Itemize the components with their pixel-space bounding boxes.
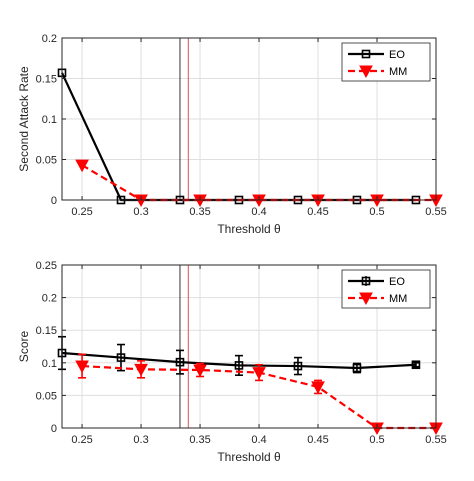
- legend-label: EO: [389, 276, 405, 288]
- x-tick-label: 0.5: [369, 434, 384, 446]
- data-point: [75, 360, 89, 374]
- legend-marker: [359, 65, 373, 79]
- y-tick-label: 0.05: [36, 155, 57, 167]
- data-point: [134, 363, 148, 377]
- data-point: [352, 363, 362, 373]
- legend-entry-eo: EO: [348, 49, 405, 61]
- data-point: [311, 381, 325, 394]
- legend-box: [341, 42, 431, 82]
- y-tick-label: 0.15: [36, 74, 57, 86]
- y-axis-label: Score: [17, 331, 31, 363]
- x-tick-label: 0.4: [251, 206, 266, 218]
- y-tick-label: 0.15: [36, 325, 57, 337]
- data-point: [252, 367, 266, 380]
- legend: EO MM: [341, 42, 431, 82]
- chart-panel-2: 0.25 0.3 0.35 0.4 0.45 0.5 0.55 0 0.05 0.1 0.15 0.2…: [17, 260, 447, 464]
- x-tick-label: 0.5: [369, 206, 384, 218]
- error-bar: [411, 361, 420, 368]
- legend-entry-mm: MM: [348, 292, 407, 306]
- x-tick-label: 0.35: [189, 206, 210, 218]
- data-point: [411, 360, 421, 370]
- axes-box: [61, 264, 437, 429]
- error-bar: [175, 349, 184, 375]
- legend-marker: [361, 276, 371, 286]
- y-tick-label: 0: [51, 195, 57, 207]
- y-tick-label: 0.2: [42, 33, 57, 45]
- y-axis-label: Second Attack Rate: [17, 66, 31, 172]
- x-axis-label: Threshold θ: [217, 450, 281, 464]
- x-tick-label: 0.35: [189, 434, 210, 446]
- data-point: [234, 361, 244, 370]
- x-tick-label: 0.45: [307, 434, 328, 446]
- legend-label: MM: [389, 66, 407, 78]
- data-point: [75, 159, 89, 173]
- data-point: [175, 357, 185, 367]
- legend-marker: [361, 49, 371, 59]
- legend-marker: [359, 292, 373, 306]
- data-point: [293, 361, 303, 371]
- legend-entry-eo: EO: [348, 276, 405, 288]
- legend: EO MM: [341, 269, 431, 309]
- y-tick-label: 0.1: [42, 358, 57, 370]
- x-axis-label: Threshold θ: [217, 222, 281, 236]
- x-tick-label: 0.55: [425, 206, 446, 218]
- y-tick-label: 0.05: [36, 390, 57, 402]
- legend-box: [341, 269, 431, 309]
- y-tick-label: 0.2: [42, 293, 57, 305]
- error-bar: [293, 356, 302, 376]
- x-tick-label: 0.45: [307, 206, 328, 218]
- x-tick-label: 0.3: [133, 434, 148, 446]
- legend-label: MM: [389, 293, 407, 305]
- x-tick-label: 0.3: [133, 206, 148, 218]
- y-tick-label: 0.25: [36, 260, 57, 272]
- data-point: [193, 364, 207, 378]
- data-point: [116, 353, 126, 362]
- x-tick-label: 0.25: [71, 434, 92, 446]
- legend-entry-mm: MM: [348, 65, 407, 79]
- x-tick-label: 0.4: [251, 434, 266, 446]
- legend-label: EO: [389, 49, 405, 61]
- x-tick-label: 0.25: [71, 206, 92, 218]
- chart-panel-1: 0.25 0.3 0.35 0.4 0.45 0.5 0.55 0 0.05 0.1 0.15 0.2…: [17, 33, 447, 236]
- y-tick-label: 0: [51, 423, 57, 435]
- x-tick-label: 0.55: [425, 434, 446, 446]
- error-bar: [116, 343, 125, 372]
- y-tick-label: 0.1: [42, 114, 57, 126]
